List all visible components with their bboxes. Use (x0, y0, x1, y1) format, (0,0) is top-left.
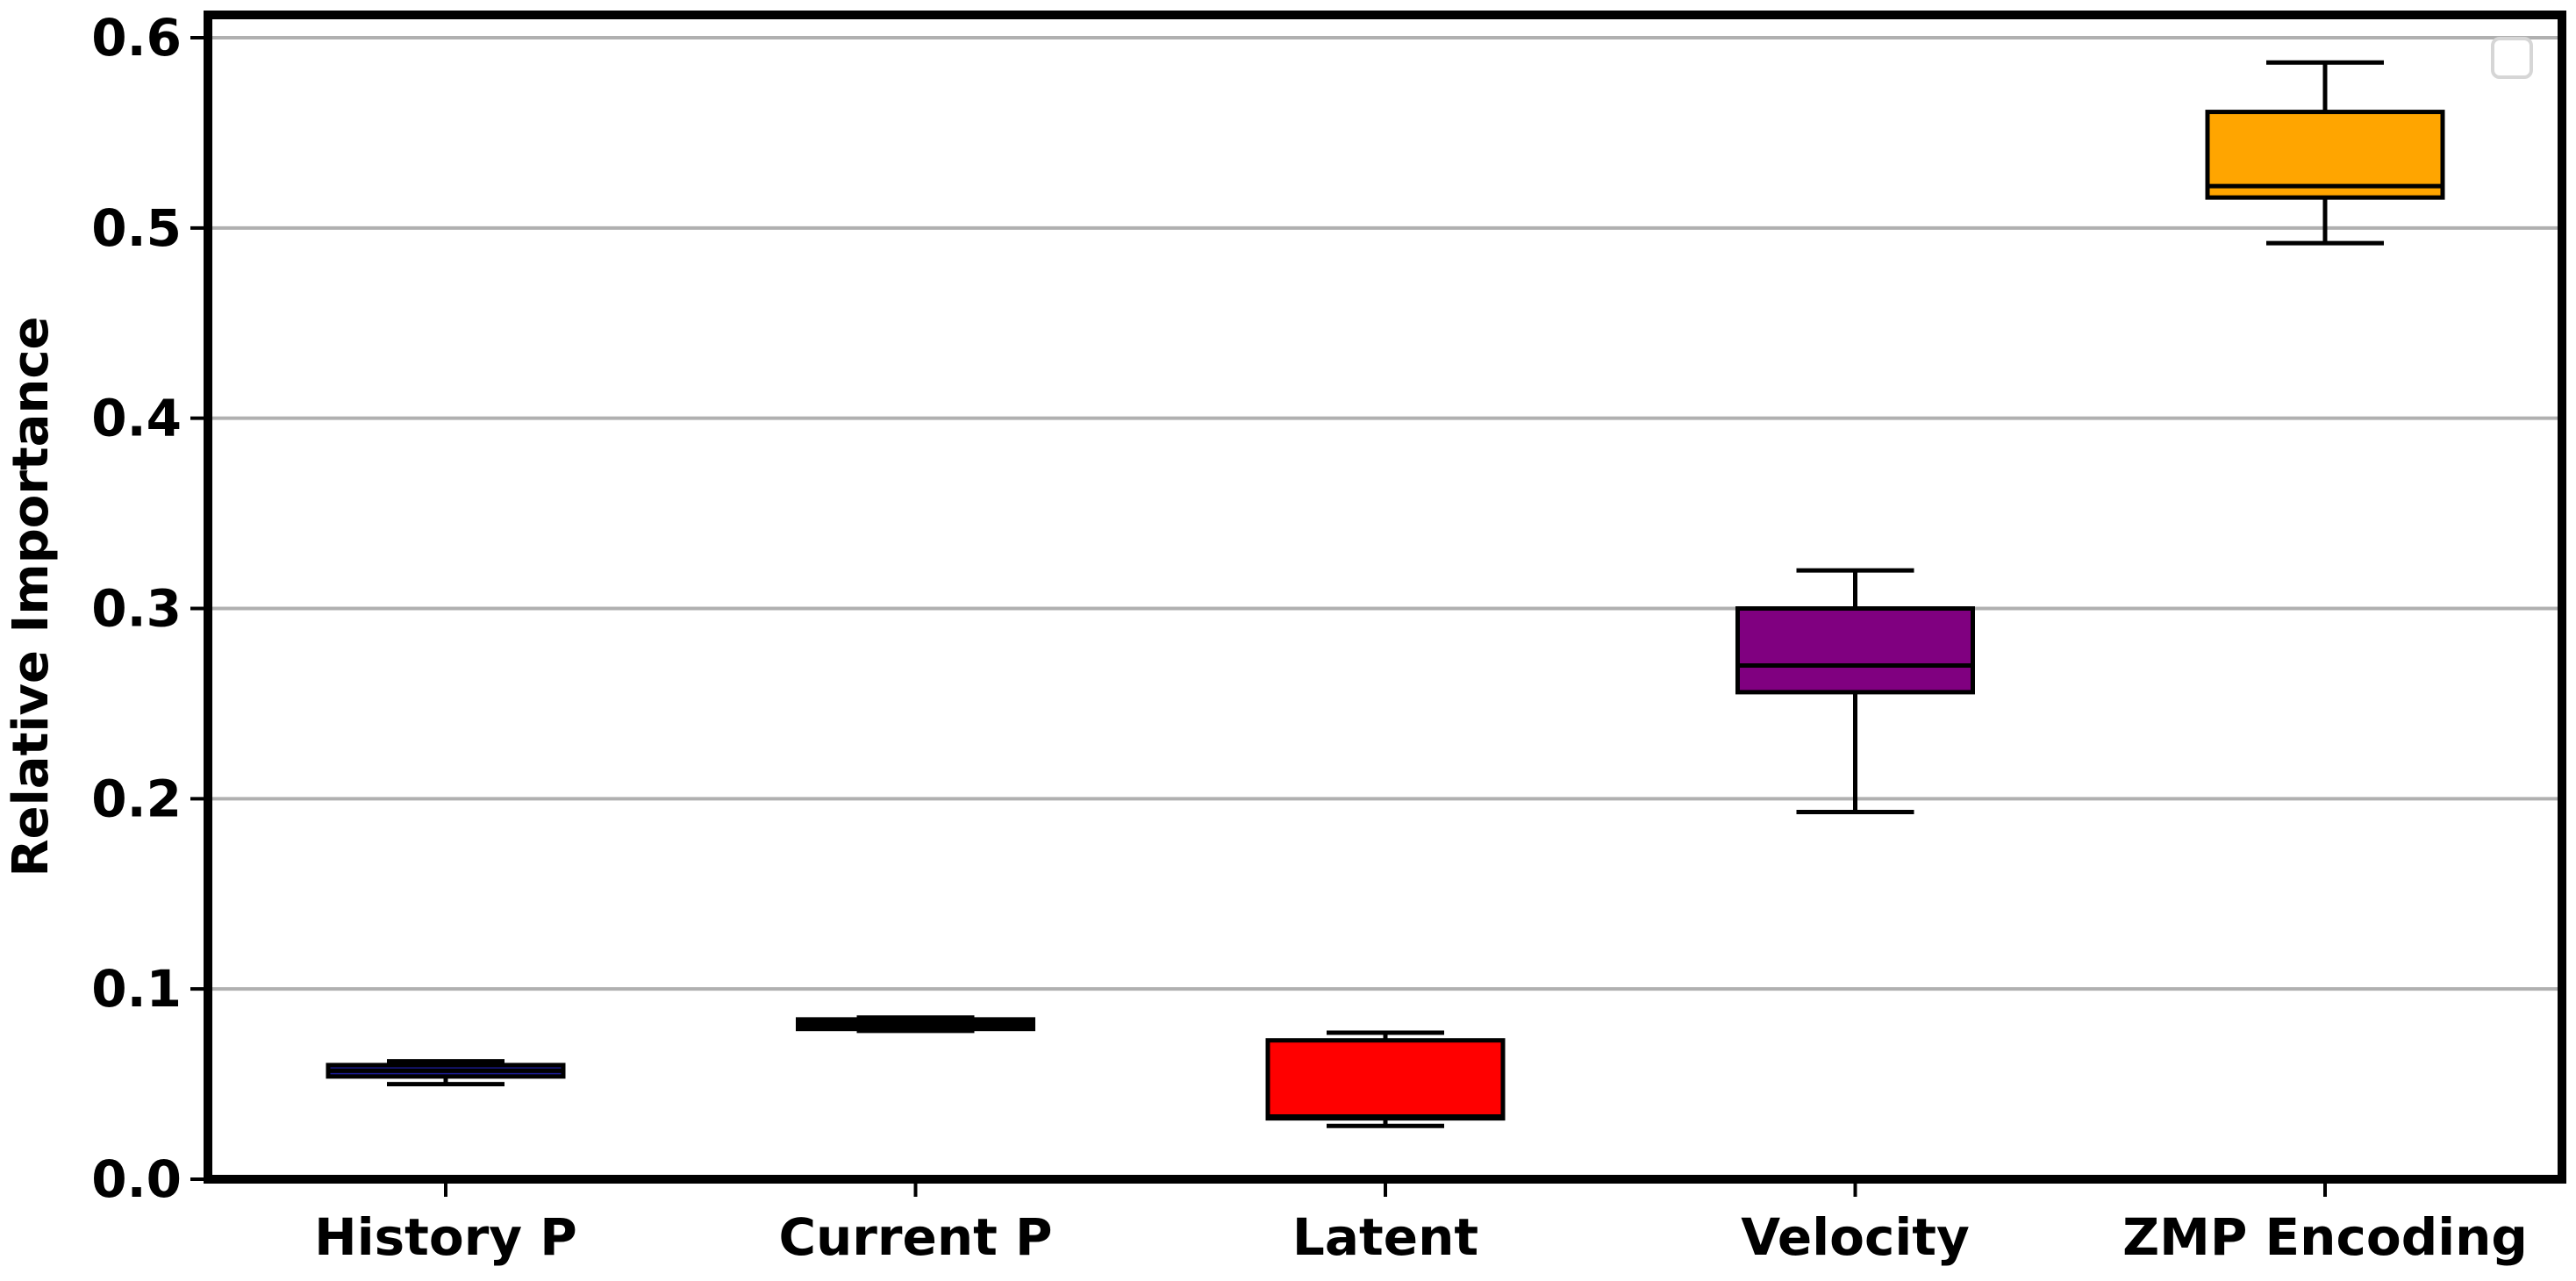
y-tick-label: 0.0 (91, 1149, 182, 1209)
box-body (1265, 1038, 1506, 1121)
y-axis-title: Relative Importance (3, 317, 60, 877)
legend-box (2491, 37, 2533, 79)
box-current-p (796, 1015, 1035, 1034)
gridlines (208, 36, 2562, 991)
box-body (2205, 110, 2445, 200)
x-tick-label: Velocity (1741, 1207, 1970, 1267)
y-tick-label: 0.2 (91, 769, 182, 828)
y-tick-label: 0.1 (91, 959, 182, 1019)
box-zmp-encoding (2205, 60, 2445, 246)
box-velocity (1735, 568, 1975, 815)
y-tick-label: 0.6 (91, 8, 182, 68)
axis-ticks: 0.0 0.1 0.2 0.3 0.4 0.5 0.6 History P Current P L… (91, 8, 2528, 1267)
x-tick-label: History P (314, 1207, 577, 1267)
y-tick-label: 0.5 (91, 198, 182, 258)
box-history-p (326, 1059, 566, 1087)
x-tick-label: Current P (778, 1207, 1052, 1267)
y-tick-label: 0.3 (91, 579, 182, 639)
legend (2491, 37, 2533, 79)
x-tick-label: Latent (1292, 1207, 1478, 1267)
plot-marks (326, 60, 2445, 1128)
y-tick-label: 0.4 (91, 389, 182, 448)
box-latent (1265, 1030, 1506, 1128)
box-body (1735, 606, 1975, 695)
x-tick-label: ZMP Encoding (2122, 1207, 2528, 1267)
